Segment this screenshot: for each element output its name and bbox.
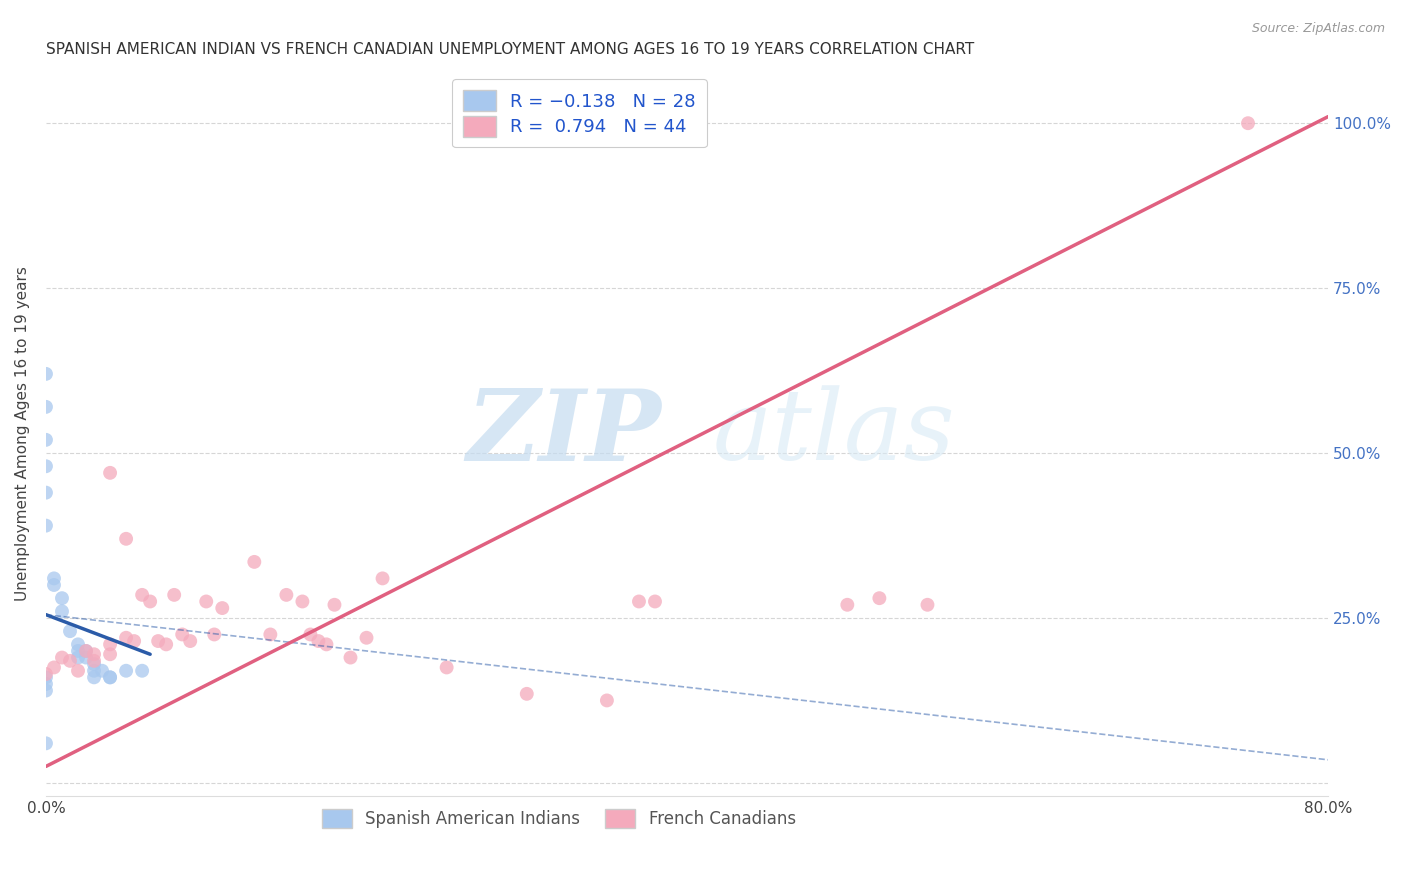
- Point: [131, 588, 153, 602]
- Point: [195, 594, 218, 608]
- Point: [596, 693, 619, 707]
- Point: [35, 670, 58, 684]
- Point: [66, 637, 89, 651]
- Point: [98, 647, 121, 661]
- Text: Source: ZipAtlas.com: Source: ZipAtlas.com: [1251, 22, 1385, 36]
- Y-axis label: Unemployment Among Ages 16 to 19 years: Unemployment Among Ages 16 to 19 years: [15, 266, 30, 600]
- Point: [59, 624, 82, 639]
- Point: [211, 601, 233, 615]
- Point: [163, 588, 186, 602]
- Point: [42, 660, 65, 674]
- Point: [291, 594, 314, 608]
- Point: [868, 591, 890, 606]
- Point: [51, 604, 73, 618]
- Point: [83, 654, 105, 668]
- Point: [122, 634, 145, 648]
- Point: [35, 518, 58, 533]
- Point: [51, 650, 73, 665]
- Point: [35, 683, 58, 698]
- Point: [98, 466, 121, 480]
- Point: [202, 627, 225, 641]
- Point: [83, 647, 105, 661]
- Point: [66, 650, 89, 665]
- Point: [35, 485, 58, 500]
- Point: [91, 664, 114, 678]
- Point: [35, 459, 58, 474]
- Point: [276, 588, 298, 602]
- Point: [837, 598, 859, 612]
- Legend: Spanish American Indians, French Canadians: Spanish American Indians, French Canadia…: [315, 802, 803, 835]
- Point: [627, 594, 650, 608]
- Point: [42, 578, 65, 592]
- Point: [644, 594, 666, 608]
- Point: [259, 627, 281, 641]
- Point: [83, 670, 105, 684]
- Point: [35, 433, 58, 447]
- Point: [339, 650, 361, 665]
- Point: [323, 598, 346, 612]
- Point: [131, 664, 153, 678]
- Point: [1237, 116, 1260, 130]
- Point: [83, 664, 105, 678]
- Point: [179, 634, 201, 648]
- Text: atlas: atlas: [713, 385, 956, 481]
- Point: [516, 687, 538, 701]
- Point: [59, 654, 82, 668]
- Text: SPANISH AMERICAN INDIAN VS FRENCH CANADIAN UNEMPLOYMENT AMONG AGES 16 TO 19 YEAR: SPANISH AMERICAN INDIAN VS FRENCH CANADI…: [46, 42, 974, 57]
- Point: [172, 627, 194, 641]
- Point: [98, 637, 121, 651]
- Point: [35, 736, 58, 750]
- Point: [35, 400, 58, 414]
- Point: [98, 670, 121, 684]
- Point: [115, 532, 138, 546]
- Point: [66, 644, 89, 658]
- Point: [75, 644, 97, 658]
- Point: [83, 657, 105, 672]
- Point: [51, 591, 73, 606]
- Point: [139, 594, 162, 608]
- Point: [66, 664, 89, 678]
- Point: [35, 367, 58, 381]
- Point: [436, 660, 458, 674]
- Point: [146, 634, 169, 648]
- Point: [98, 670, 121, 684]
- Text: ZIP: ZIP: [467, 385, 661, 482]
- Point: [315, 637, 337, 651]
- Point: [115, 664, 138, 678]
- Point: [115, 631, 138, 645]
- Point: [371, 571, 394, 585]
- Point: [356, 631, 378, 645]
- Point: [155, 637, 177, 651]
- Point: [75, 644, 97, 658]
- Point: [35, 667, 58, 681]
- Point: [299, 627, 322, 641]
- Point: [35, 677, 58, 691]
- Point: [75, 650, 97, 665]
- Point: [42, 571, 65, 585]
- Point: [307, 634, 329, 648]
- Point: [243, 555, 266, 569]
- Point: [917, 598, 939, 612]
